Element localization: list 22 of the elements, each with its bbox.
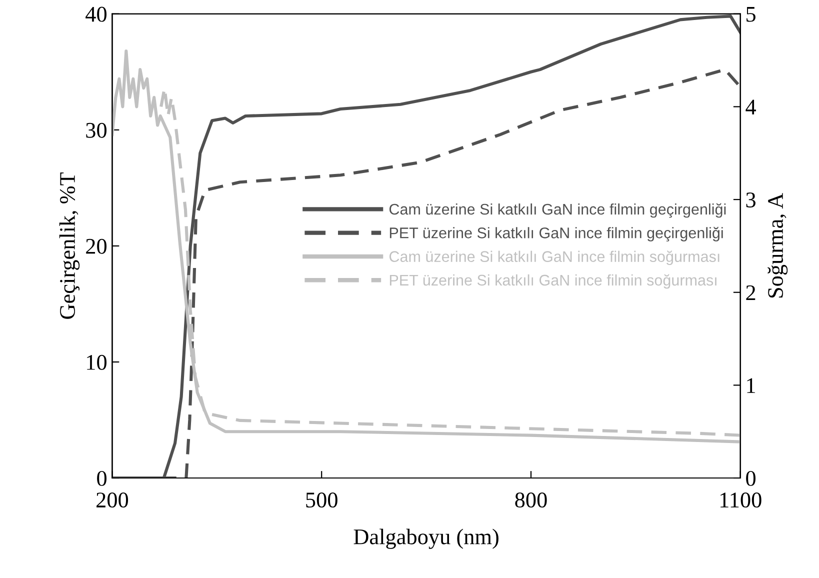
y-tick-label: 0 — [97, 470, 106, 486]
y2-tick-label: 5 — [746, 7, 756, 22]
x-tick-label: 200 — [96, 492, 128, 508]
legend-label: PET üzerine Si katkılı GaN ince filmin soğurması — [390, 274, 716, 289]
y-tick-label: 10 — [87, 354, 106, 370]
x-axis-title: Dalgaboyu (nm) — [354, 528, 498, 549]
y2-tick-label: 1 — [747, 378, 756, 393]
y-tick-label: 20 — [86, 238, 106, 254]
y-tick-label: 40 — [86, 6, 106, 22]
x-tick-label: 800 — [515, 492, 547, 508]
y2-tick-label: 3 — [746, 192, 756, 208]
x-tick-label: 500 — [306, 492, 338, 508]
legend-label: Cam üzerine Si katkılı GaN ince filmin geçirgenliği — [389, 203, 726, 218]
x-tick-label: 1100 — [720, 492, 762, 508]
legend-label: PET üzerine Si katkılı GaN ince filmin geçirgenliği — [390, 226, 723, 242]
y-tick-label: 30 — [86, 122, 106, 138]
y2-tick-label: 0 — [746, 470, 756, 486]
legend-label: Cam üzerine Si katkılı GaN ince filmin soğurması — [389, 250, 720, 266]
y2-tick-label: 2 — [746, 285, 756, 300]
y-axis-title: Geçirgenlik, %T — [59, 172, 80, 319]
y2-tick-label: 4 — [746, 100, 756, 114]
y2-axis-title: Soğurma, A — [768, 193, 788, 298]
